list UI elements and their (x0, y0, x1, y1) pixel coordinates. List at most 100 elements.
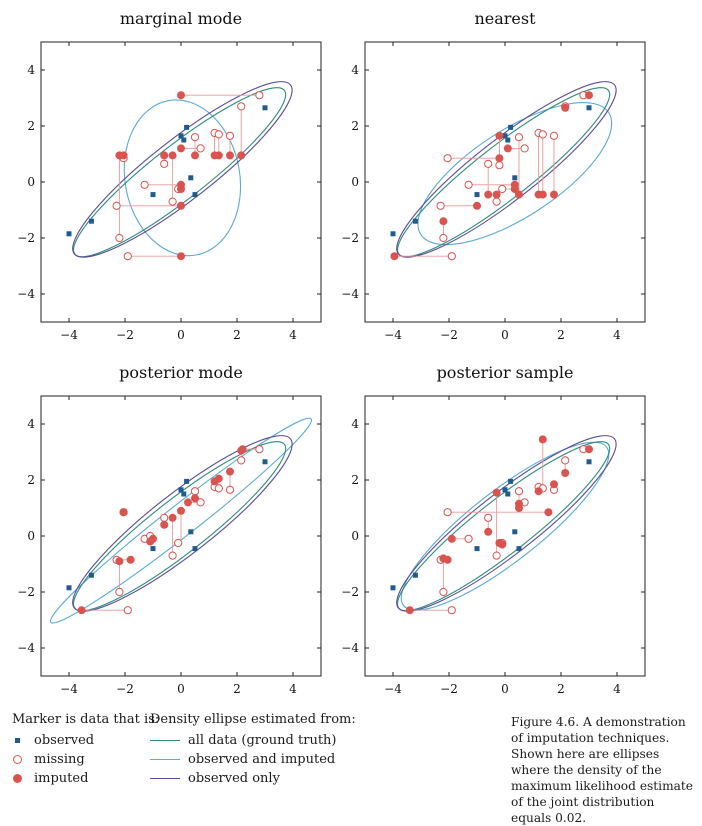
panel-title: nearest (474, 9, 536, 28)
plot-area (66, 81, 293, 261)
y-tick-label: 4 (27, 417, 35, 431)
observed-point (181, 491, 187, 497)
imputed-point (177, 201, 185, 210)
imputed-point (550, 190, 558, 199)
imputed-point (126, 555, 135, 564)
imputed-point (498, 540, 507, 549)
imputed-point (226, 467, 234, 476)
observed-point (66, 231, 72, 237)
marker-legend: Marker is data that is: observed missing… (12, 710, 159, 788)
legend-missing-label: missing (34, 752, 85, 767)
plot-area (49, 417, 313, 624)
missing-point (520, 144, 529, 153)
panel-2: nearest −4 −2 0 2 4 4 2 0 −2 −4 (341, 9, 646, 342)
missing-point (214, 130, 223, 139)
imputed-point (495, 154, 504, 163)
missing-point (484, 513, 493, 522)
missing-point (225, 131, 235, 140)
ellipse-observed-only (396, 435, 617, 612)
observed-only-line-icon (150, 778, 180, 779)
missing-point (237, 456, 246, 465)
imputed-point (515, 504, 523, 512)
legend-observed-label: observed (34, 733, 95, 748)
y-tick-label: 2 (351, 119, 359, 133)
missing-point (115, 233, 124, 243)
observed-point (178, 487, 184, 493)
missing-point (123, 252, 132, 261)
imputed-point (177, 91, 185, 100)
missing-point (514, 487, 524, 496)
missing-point (549, 131, 559, 140)
x-tick-label: −4 (60, 682, 78, 696)
x-tick-label: 4 (289, 682, 297, 696)
y-tick-label: 0 (351, 175, 359, 189)
legend-observed-only: observed only (150, 769, 356, 788)
legend-observed-and-imputed: observed and imputed (150, 750, 356, 769)
missing-point (514, 133, 524, 142)
ellipse-observed-only (72, 435, 293, 612)
x-tick-label: 0 (501, 328, 509, 342)
y-tick-label: 2 (27, 473, 35, 487)
imputed-point (214, 151, 223, 160)
ellipse-observed-only (72, 81, 293, 258)
imputed-point (168, 151, 177, 160)
observed-point (502, 133, 508, 139)
imputed-point (538, 190, 547, 199)
missing-point (436, 201, 445, 210)
observed-point (192, 192, 198, 198)
missing-point (160, 159, 169, 168)
legend-missing: missing (12, 750, 159, 769)
y-tick-label: 0 (351, 529, 359, 543)
observed-point (586, 105, 592, 111)
x-tick-label: 4 (613, 682, 621, 696)
imputed-point (534, 487, 543, 496)
missing-point (464, 534, 473, 543)
y-tick-label: −2 (341, 231, 359, 245)
observed-point (66, 585, 72, 591)
missing-point (495, 161, 504, 170)
missing-point (168, 551, 177, 560)
imputed-point (191, 151, 199, 160)
missing-point (255, 445, 264, 454)
missing-point (492, 551, 501, 560)
x-tick-label: 2 (233, 328, 241, 342)
panel-frame (40, 41, 322, 323)
missing-point (443, 508, 452, 517)
imputed-point (439, 217, 448, 226)
ellipse-legend-header: Density ellipse estimated from: (150, 712, 356, 727)
missing-point (447, 606, 456, 615)
panel-title: marginal mode (120, 9, 242, 28)
observed-point (150, 546, 156, 552)
x-tick-label: 4 (289, 328, 297, 342)
observed-point (505, 491, 511, 497)
missing-point (190, 133, 200, 142)
missing-point (112, 201, 121, 210)
missing-point (190, 487, 200, 496)
observed-point (390, 231, 396, 237)
panel-frame (364, 41, 646, 323)
ellipse-observed-and-imputed (417, 102, 613, 246)
missing-point (443, 154, 452, 163)
observed-point (88, 572, 94, 578)
imputed-point (177, 506, 185, 515)
panel-frame (364, 395, 646, 677)
imputed-point (585, 91, 593, 100)
legend-imputed: imputed (12, 769, 159, 788)
imputed-point (168, 513, 177, 522)
x-tick-label: −4 (384, 328, 402, 342)
ellipse-legend: Density ellipse estimated from: all data… (150, 710, 356, 788)
legend-imputed-label: imputed (34, 771, 89, 786)
legend-all-data: all data (ground truth) (150, 731, 356, 750)
observed-point (586, 459, 592, 465)
figure-caption: Figure 4.6. A demonstration of imputatio… (511, 715, 694, 825)
legend-observed-only-label: observed only (188, 771, 280, 786)
observed-and-imputed-line-icon (150, 759, 180, 760)
observed-point (88, 218, 94, 224)
x-tick-label: 2 (557, 328, 565, 342)
legend-observed: observed (12, 731, 159, 750)
x-tick-label: 0 (501, 682, 509, 696)
imputed-point (443, 555, 452, 564)
imputed-point (492, 190, 501, 199)
observed-point (184, 124, 190, 130)
panel-4: posterior sample −4 −2 0 2 4 4 2 0 −2 −4 (341, 363, 646, 696)
